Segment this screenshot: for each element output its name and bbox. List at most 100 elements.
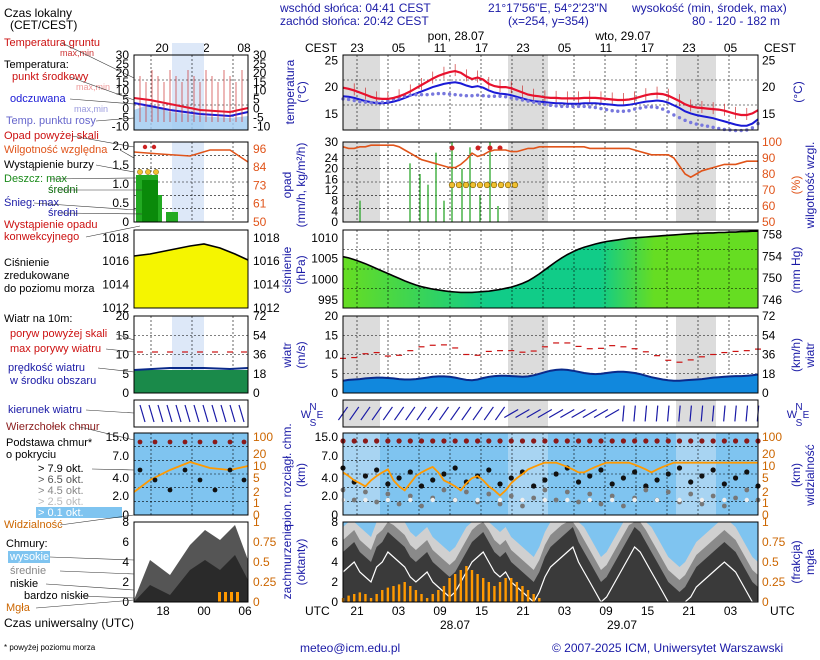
mini-pres-tick: 1014 (102, 278, 129, 292)
mini-fog-tick: 0 (253, 595, 260, 609)
cloud-top-dot (721, 438, 727, 444)
dewpoint-dot (380, 100, 384, 104)
dewpoint-dot (374, 100, 379, 105)
cloud-base-dot-mid (463, 489, 469, 495)
dewpoint-dot (571, 104, 575, 109)
legend-pressure: Ciśnienie (4, 257, 49, 269)
cloud-top-dot (531, 438, 537, 444)
bottom-hour-tick: 09 (599, 604, 613, 618)
legend-leader-line (45, 583, 135, 591)
legend-pressure: do poziomu morza (4, 283, 95, 295)
dewpoint-dot (616, 109, 620, 113)
mini-fog-bar (236, 592, 239, 602)
dewpoint-dot (442, 91, 446, 96)
utc-label-left: UTC (305, 604, 330, 618)
temp-ytick: 25 (325, 53, 339, 67)
dewpoint-dot (419, 92, 424, 97)
mini-cloud-top-dot (241, 439, 247, 445)
mini-fog-tick: 0.5 (253, 555, 270, 569)
legend-leader-line (59, 570, 135, 575)
wind-speed-area (343, 369, 758, 393)
visibility-unit-label: (km) (789, 463, 803, 487)
height-values: 80 - 120 - 182 m (692, 14, 781, 28)
fog-bar (442, 586, 446, 602)
dewpoint-dot (492, 94, 497, 98)
mini-wind-direction-arrow (148, 404, 155, 423)
legend-cloudbase: > 2.5 okt. (38, 496, 84, 508)
legend-temp: punkt środkowy (12, 71, 89, 83)
dewpoint-dot (683, 118, 687, 123)
cloud-base-dot-mid (665, 489, 671, 495)
mini-cloud-base-dot (197, 477, 203, 483)
visibility-tick: 10 (762, 459, 776, 473)
cloud-base-dot-low (722, 497, 727, 503)
visibility-tick: 1 (762, 496, 769, 510)
wdir-mini-frame (133, 399, 249, 428)
top-hour-tick: 17 (475, 41, 489, 55)
mini-wind-tick: 15 (116, 328, 130, 342)
overflow-marker (475, 145, 481, 151)
legend-temp: odczuwana (10, 93, 67, 105)
dewpoint-dot (459, 93, 463, 97)
mini-prec-tick: 0.5 (112, 196, 129, 210)
temp-unit-right: (°C) (791, 81, 805, 102)
cloud-base-dot-low (587, 497, 592, 503)
fog-unit-label: (frakcja) (789, 540, 803, 583)
mini-visibility-tick: 10 (253, 459, 267, 473)
mini-storm-marker (145, 169, 151, 175)
fog-bar (409, 586, 412, 602)
mini-storm-marker (153, 169, 159, 175)
wind-axis-label-right: wiatr (803, 342, 817, 368)
mini-prec-tick: 2.0 (112, 139, 129, 153)
prec-ytick: 8 (331, 194, 338, 208)
bottom-hour-tick: 09 (433, 604, 447, 618)
mini-cloudbase-tick: 15.0 (106, 430, 130, 444)
mini-fog-tick: 1 (253, 515, 260, 529)
wdir-night-band (508, 400, 548, 427)
wind-direction-arrow (461, 406, 472, 421)
mini-wind-kmh-tick: 0 (253, 386, 260, 400)
mini-visibility-tick: 20 (253, 447, 267, 461)
pres-ytick: 1000 (311, 272, 338, 286)
contact-email[interactable]: meteo@icm.edu.pl (300, 641, 401, 655)
mini-fog-bar (218, 592, 221, 602)
legend-clouds-high: wysokie (9, 551, 49, 563)
cloud-base-dot-mid (419, 503, 424, 509)
bottom-hour-tick: 15 (641, 604, 655, 618)
wind-direction-arrow (571, 408, 586, 419)
cloud-base-dot-low (699, 497, 705, 503)
mini-temp-tick: 20 (116, 66, 130, 80)
fog-bar (425, 598, 429, 602)
dewpoint-dot (717, 126, 721, 131)
humidity-ytick: 50 (762, 215, 776, 229)
dewpoint-dot (677, 115, 682, 120)
cloud-base-dot-mid (688, 491, 694, 497)
mini-cloud-top-dot (197, 439, 203, 445)
fog-bar (482, 578, 485, 602)
legend-leader-line (35, 599, 135, 609)
cloudbase-ytick: 2.0 (321, 489, 338, 503)
dewpoint-dot (655, 105, 659, 110)
cloud-base-dot-mid (598, 501, 604, 507)
cloud-top-dot (688, 438, 694, 444)
mini-pressure-area (134, 244, 248, 308)
compass-n: N (309, 402, 316, 413)
cloud-top-dot (744, 438, 750, 444)
temp-axis-label: temperatura (283, 59, 297, 124)
mini-fog-bar (230, 592, 233, 602)
dewpoint-dot (700, 123, 704, 127)
temp-y2tick: 20 (762, 80, 776, 94)
dewpoint-dot (554, 104, 558, 108)
prec-mini-frame (133, 141, 249, 223)
clouds-ytick: 8 (331, 515, 338, 529)
mini-wind-direction-arrow (238, 404, 245, 423)
cloud-base-dot-mid (396, 501, 402, 507)
prec-ytick: 16 (325, 172, 339, 186)
mini-cloud-base-dot (167, 487, 173, 493)
clouds-axis-label: zachmurzenie (280, 524, 294, 599)
temp-mini-frame (133, 54, 249, 131)
copyright: © 2007-2025 ICM, Uniwersytet Warszawski (552, 641, 784, 655)
cloudbase-unit-label: (km) (294, 463, 308, 487)
legend-wind-dir: kierunek wiatru (8, 404, 82, 416)
mini-pres-tick-right: 1012 (253, 301, 280, 315)
